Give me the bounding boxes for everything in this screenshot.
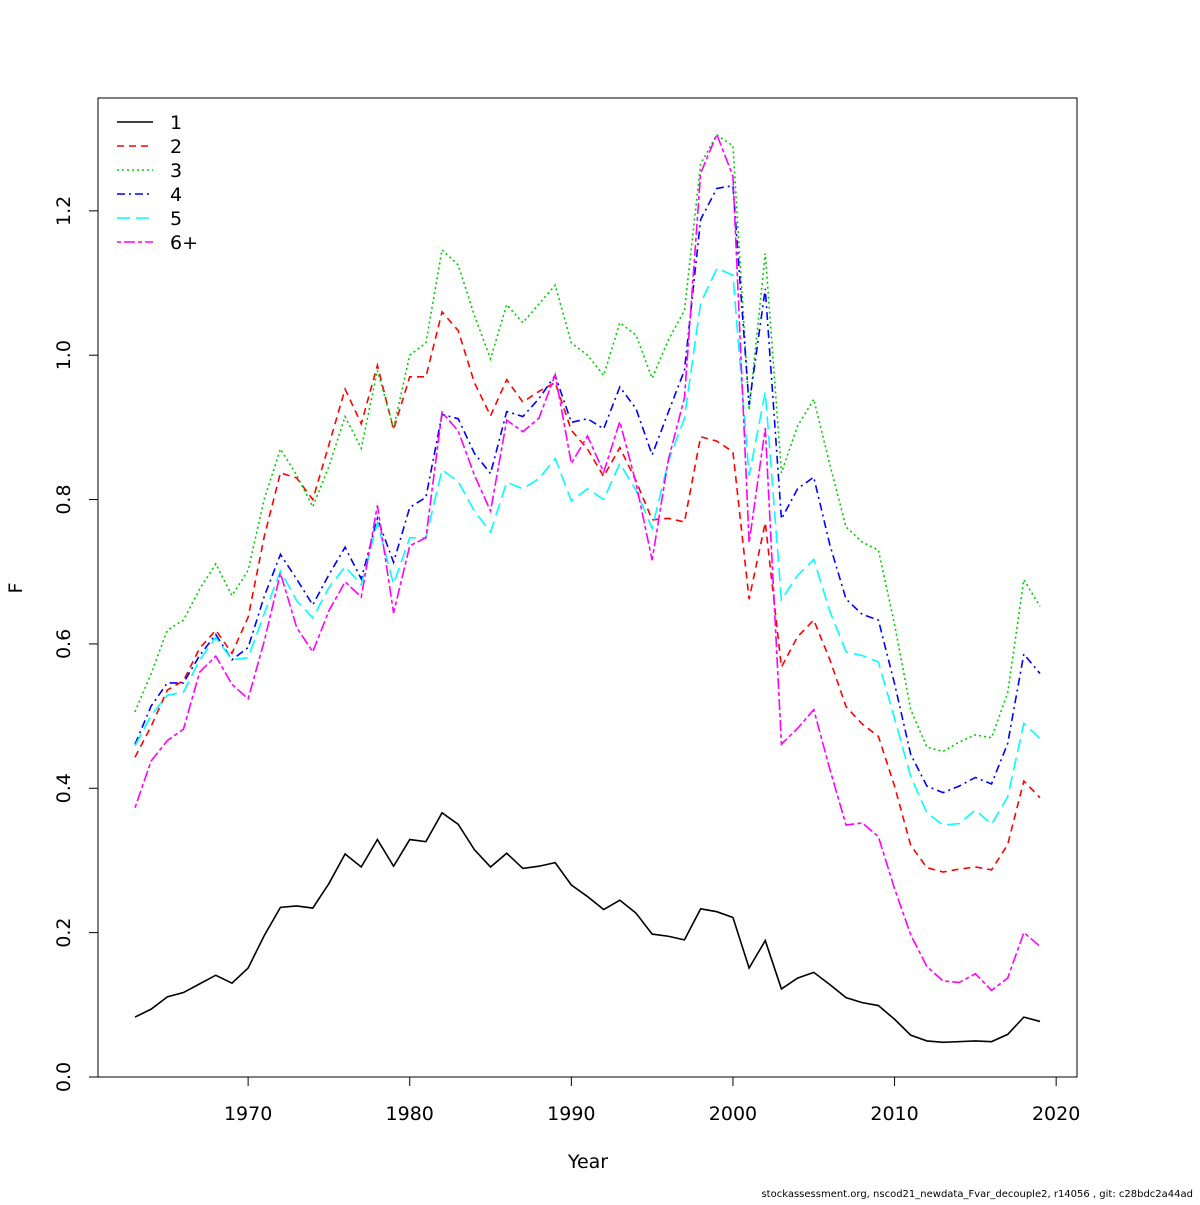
- y-tick-label: 1.0: [53, 340, 75, 370]
- series-line-6plus: [134, 132, 1041, 992]
- y-tick-label: 1.2: [53, 196, 75, 226]
- legend-label: 3: [170, 160, 182, 182]
- legend-label: 2: [170, 136, 182, 158]
- legend-label: 6+: [170, 232, 198, 254]
- y-tick-label: 0.6: [53, 629, 75, 659]
- series-layer: [134, 132, 1041, 1044]
- legend-label: 1: [170, 112, 182, 134]
- series-line-5: [134, 267, 1041, 826]
- x-tick-label: 1970: [224, 1103, 272, 1125]
- series-line-2: [134, 310, 1041, 873]
- x-tick-label: 1980: [386, 1103, 434, 1125]
- series-line-3: [134, 133, 1041, 753]
- legend-label: 5: [170, 208, 182, 230]
- x-tick-label: 2020: [1032, 1103, 1080, 1125]
- y-tick-label: 0.4: [53, 773, 75, 803]
- x-tick-label: 1990: [547, 1103, 595, 1125]
- y-tick-label: 0.2: [53, 918, 75, 948]
- footer-note: stockassessment.org, nscod21_newdata_Fva…: [761, 1189, 1193, 1200]
- series-line-1: [134, 811, 1041, 1044]
- x-tick-label: 2000: [709, 1103, 757, 1125]
- y-axis-title: F: [5, 583, 27, 594]
- y-tick-label: 0.0: [53, 1062, 75, 1092]
- x-tick-label: 2010: [870, 1103, 918, 1125]
- axis-layer: 1970 1980 1990 2000 2010 2020 0.0 0.2 0.4 0.6 0.8 1…: [53, 196, 1080, 1125]
- series-line-4: [134, 184, 1041, 794]
- legend-label: 4: [170, 184, 182, 206]
- y-tick-label: 0.8: [53, 484, 75, 514]
- x-axis-title: Year: [567, 1151, 608, 1173]
